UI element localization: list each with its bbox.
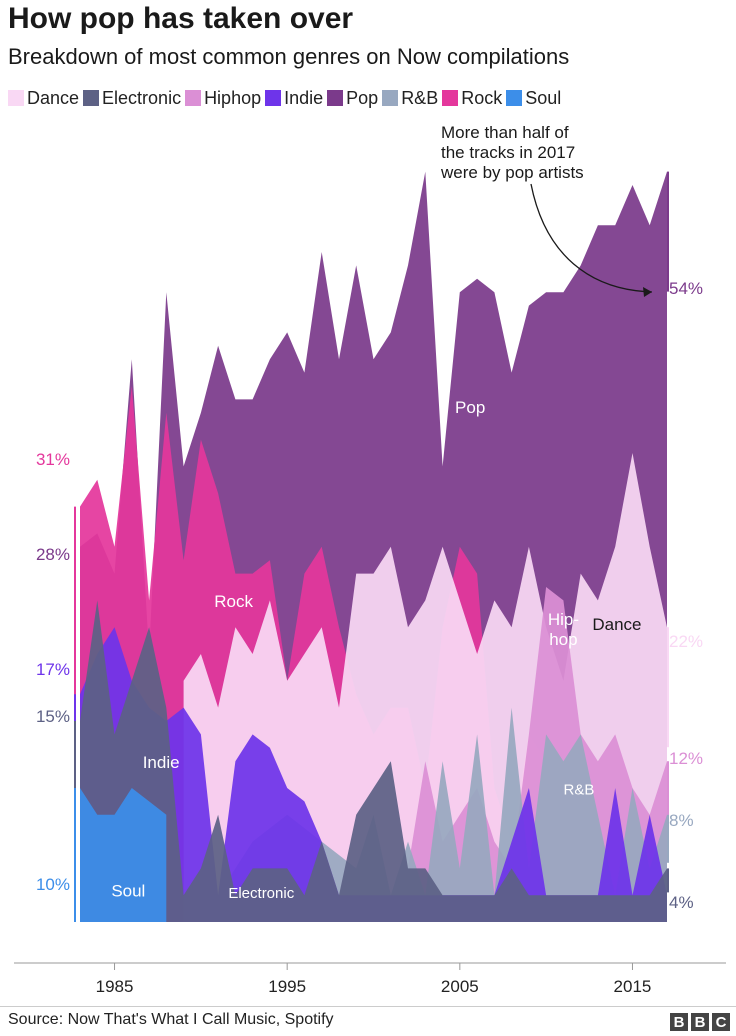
x-tick-label: 2015	[614, 977, 652, 996]
legend-item: Indie	[265, 88, 323, 109]
legend-item: Dance	[8, 88, 79, 109]
x-tick-label: 2005	[441, 977, 479, 996]
annotation-text: were by pop artists	[440, 163, 584, 182]
annotation-arrowhead	[643, 287, 652, 297]
area-label: Dance	[592, 615, 641, 634]
legend-swatch	[83, 90, 100, 106]
end-value-label: 54%	[669, 279, 703, 298]
end-value-label: 8%	[669, 811, 694, 830]
legend-swatch	[327, 90, 344, 106]
legend-label: Pop	[346, 87, 379, 108]
bbc-logo: B B C	[670, 1013, 730, 1031]
legend-label: Hiphop	[204, 87, 262, 108]
legend-label: Soul	[525, 87, 562, 108]
legend-item: Hiphop	[185, 88, 261, 109]
legend-label: Dance	[27, 87, 80, 108]
bbc-logo-letter: C	[712, 1013, 730, 1031]
annotation-arrow	[530, 183, 653, 293]
legend-swatch	[382, 90, 399, 106]
area-label: Electronic	[228, 885, 294, 902]
start-value-label: 31%	[36, 450, 70, 469]
area-label: R&B	[564, 782, 595, 799]
legend-swatch	[265, 90, 282, 106]
area-label: Pop	[455, 398, 485, 417]
legend-swatch	[185, 90, 202, 106]
start-value-label: 15%	[36, 707, 70, 726]
legend-swatch	[8, 90, 24, 106]
genre-area-chart: 1985 1995 2005 2015 28% 54% 31% 22% 12% 8% 17% 15% 4…	[14, 123, 726, 996]
annotation-text: the tracks in 2017	[441, 143, 575, 162]
x-tick-label: 1995	[268, 977, 306, 996]
legend-label: R&B	[401, 87, 439, 108]
annotation-text: More than half of	[441, 123, 569, 142]
legend-item: Soul	[506, 88, 561, 109]
x-tick-label: 1985	[96, 977, 134, 996]
legend-item: Electronic	[83, 88, 181, 109]
chart-subtitle: Breakdown of most common genres on Now c…	[8, 44, 570, 69]
legend: Dance Electronic Hiphop Indie Pop R&B Rock Soul	[8, 85, 565, 111]
footer: Source: Now That's What I Call Music, Sp…	[0, 1006, 736, 1036]
bbc-logo-letter: B	[691, 1013, 709, 1031]
end-value-label: 4%	[669, 893, 694, 912]
area-indie	[80, 627, 667, 922]
legend-label: Indie	[284, 87, 324, 108]
legend-item: Pop	[327, 88, 378, 109]
area-label: hop	[549, 630, 577, 649]
area-label: Soul	[111, 882, 145, 901]
area-label: Rock	[214, 592, 253, 611]
area-label: Hip-	[548, 610, 579, 629]
legend-item: Rock	[442, 88, 502, 109]
start-value-label: 10%	[36, 875, 70, 894]
bbc-logo-letter: B	[670, 1013, 688, 1031]
legend-item: R&B	[382, 88, 438, 109]
source-note: Source: Now That's What I Call Music, Sp…	[8, 1011, 334, 1028]
end-value-label: 12%	[669, 749, 703, 768]
start-value-label: 28%	[36, 545, 70, 564]
legend-swatch	[506, 90, 523, 106]
chart-title: How pop has taken over	[8, 2, 354, 35]
legend-label: Rock	[461, 87, 503, 108]
area-label: Indie	[143, 753, 180, 772]
end-value-label: 22%	[669, 632, 703, 651]
legend-label: Electronic	[102, 87, 182, 108]
area-soul	[80, 788, 167, 922]
start-value-label: 17%	[36, 660, 70, 679]
legend-swatch	[442, 90, 459, 106]
